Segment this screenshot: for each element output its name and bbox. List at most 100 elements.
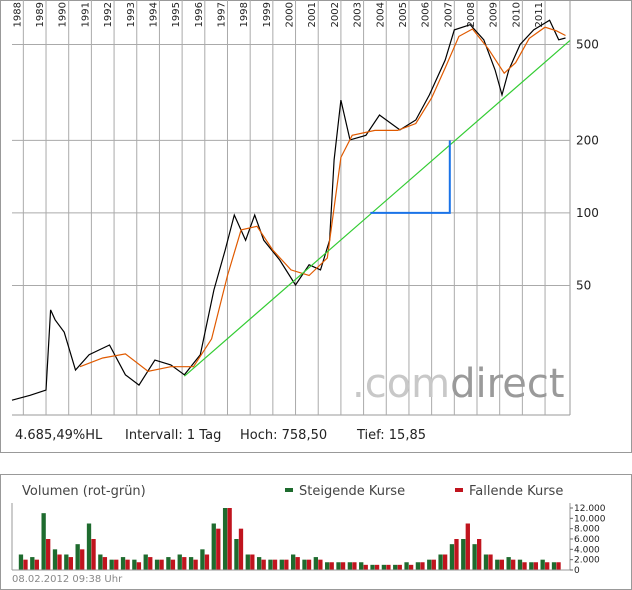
volume-bar: [250, 554, 255, 570]
volume-bar: [374, 564, 380, 570]
volume-bar: [109, 559, 114, 570]
y-tick-label: 2.000: [574, 556, 600, 566]
volume-bar: [408, 564, 414, 570]
volume-bar: [143, 554, 148, 570]
volume-bar: [329, 562, 334, 570]
y-tick-label: 6.000: [574, 535, 600, 545]
volume-bar: [188, 557, 194, 570]
volume-bar: [216, 528, 221, 570]
volume-bar: [268, 559, 273, 570]
volume-bar: [529, 562, 534, 570]
volume-bar: [325, 562, 330, 570]
volume-bar: [234, 539, 239, 570]
volume-bar: [381, 564, 387, 570]
volume-bar: [154, 559, 160, 570]
volume-bar: [359, 562, 364, 570]
x-tick-label: 1997: [216, 2, 227, 27]
x-tick-label: 2009: [489, 2, 500, 27]
y-tick-label: 100: [576, 206, 599, 220]
y-tick-label: 200: [576, 133, 599, 147]
volume-bar: [204, 554, 210, 570]
series-line: [184, 39, 571, 377]
x-tick-label: 2004: [375, 2, 386, 27]
x-tick-label: 2000: [285, 2, 296, 27]
volume-bar: [517, 559, 523, 570]
x-tick-label: 1991: [80, 2, 91, 27]
volume-bar: [238, 528, 244, 570]
volume-bar: [477, 539, 482, 570]
x-tick-label: 2003: [353, 2, 364, 27]
x-tick-label: 2010: [511, 2, 522, 27]
volume-bar: [227, 508, 232, 570]
volume-bar: [200, 549, 205, 570]
volume-bar: [386, 564, 391, 570]
footer-text: 08.02.2012 09:38 Uhr: [12, 574, 123, 585]
volume-bar: [120, 557, 126, 570]
x-tick-label: 2008: [466, 2, 477, 27]
volume-bar: [182, 557, 187, 570]
volume-bar: [313, 557, 318, 570]
series-line: [11, 19, 566, 401]
volume-bar: [68, 557, 74, 570]
volume-bar: [98, 554, 103, 570]
x-tick-label: 1990: [58, 2, 69, 27]
volume-bar: [363, 564, 368, 570]
series-line: [370, 140, 451, 214]
legend-label: Steigende Kurse: [299, 484, 405, 499]
volume-bar: [506, 557, 511, 570]
volume-bar: [465, 523, 470, 570]
x-tick-label: 1998: [239, 2, 250, 27]
volume-bar: [352, 562, 357, 570]
volume-bar: [340, 562, 346, 570]
volume-bar: [170, 559, 176, 570]
volume-bar: [272, 559, 278, 570]
x-tick-label: 1996: [194, 2, 205, 27]
volume-bar: [279, 559, 284, 570]
y-tick-label: 8.000: [574, 525, 600, 535]
watermark-part: direct: [450, 361, 564, 407]
x-tick-label: 1999: [262, 2, 273, 27]
volume-bar: [80, 549, 85, 570]
volume-bar: [159, 559, 164, 570]
x-tick-label: 1993: [126, 2, 137, 27]
volume-bar: [522, 562, 527, 570]
volume-bar: [46, 539, 51, 570]
watermark-part: .com: [352, 361, 450, 407]
x-tick-label: 1995: [171, 2, 182, 27]
volume-bar: [488, 554, 493, 570]
volume-bar: [23, 559, 28, 570]
series-line: [79, 26, 566, 373]
x-tick-label: 1992: [103, 2, 114, 27]
legend-swatch: [455, 488, 463, 492]
volume-bar: [18, 554, 24, 570]
volume-bar: [454, 539, 459, 570]
volume-bar: [483, 554, 489, 570]
volume-bar: [75, 544, 80, 570]
volume-bar: [370, 564, 375, 570]
y-tick-label: 12.000: [574, 504, 606, 514]
volume-bar: [438, 554, 443, 570]
volume-bar: [222, 508, 228, 570]
volume-bar: [545, 562, 550, 570]
volume-bar: [472, 544, 477, 570]
volume-bar: [431, 559, 436, 570]
volume-bar: [114, 559, 119, 570]
volume-bar: [427, 559, 432, 570]
volume-bar: [91, 539, 96, 570]
volume-bar: [245, 554, 250, 570]
watermark: .comdirect: [352, 361, 565, 407]
volume-bar: [86, 523, 92, 570]
info-text: Hoch: 758,50: [240, 428, 327, 443]
info-text: Tief: 15,85: [356, 428, 426, 443]
volume-bar: [30, 557, 35, 570]
volume-bar: [41, 513, 46, 570]
volume-bar: [148, 557, 153, 570]
volume-bar: [540, 559, 545, 570]
volume-bar: [393, 564, 398, 570]
volume-bar: [420, 562, 425, 570]
volume-bar: [211, 523, 216, 570]
volume-bar: [442, 554, 448, 570]
info-text: 4.685,49%HL: [15, 428, 103, 443]
volume-bar: [397, 564, 402, 570]
